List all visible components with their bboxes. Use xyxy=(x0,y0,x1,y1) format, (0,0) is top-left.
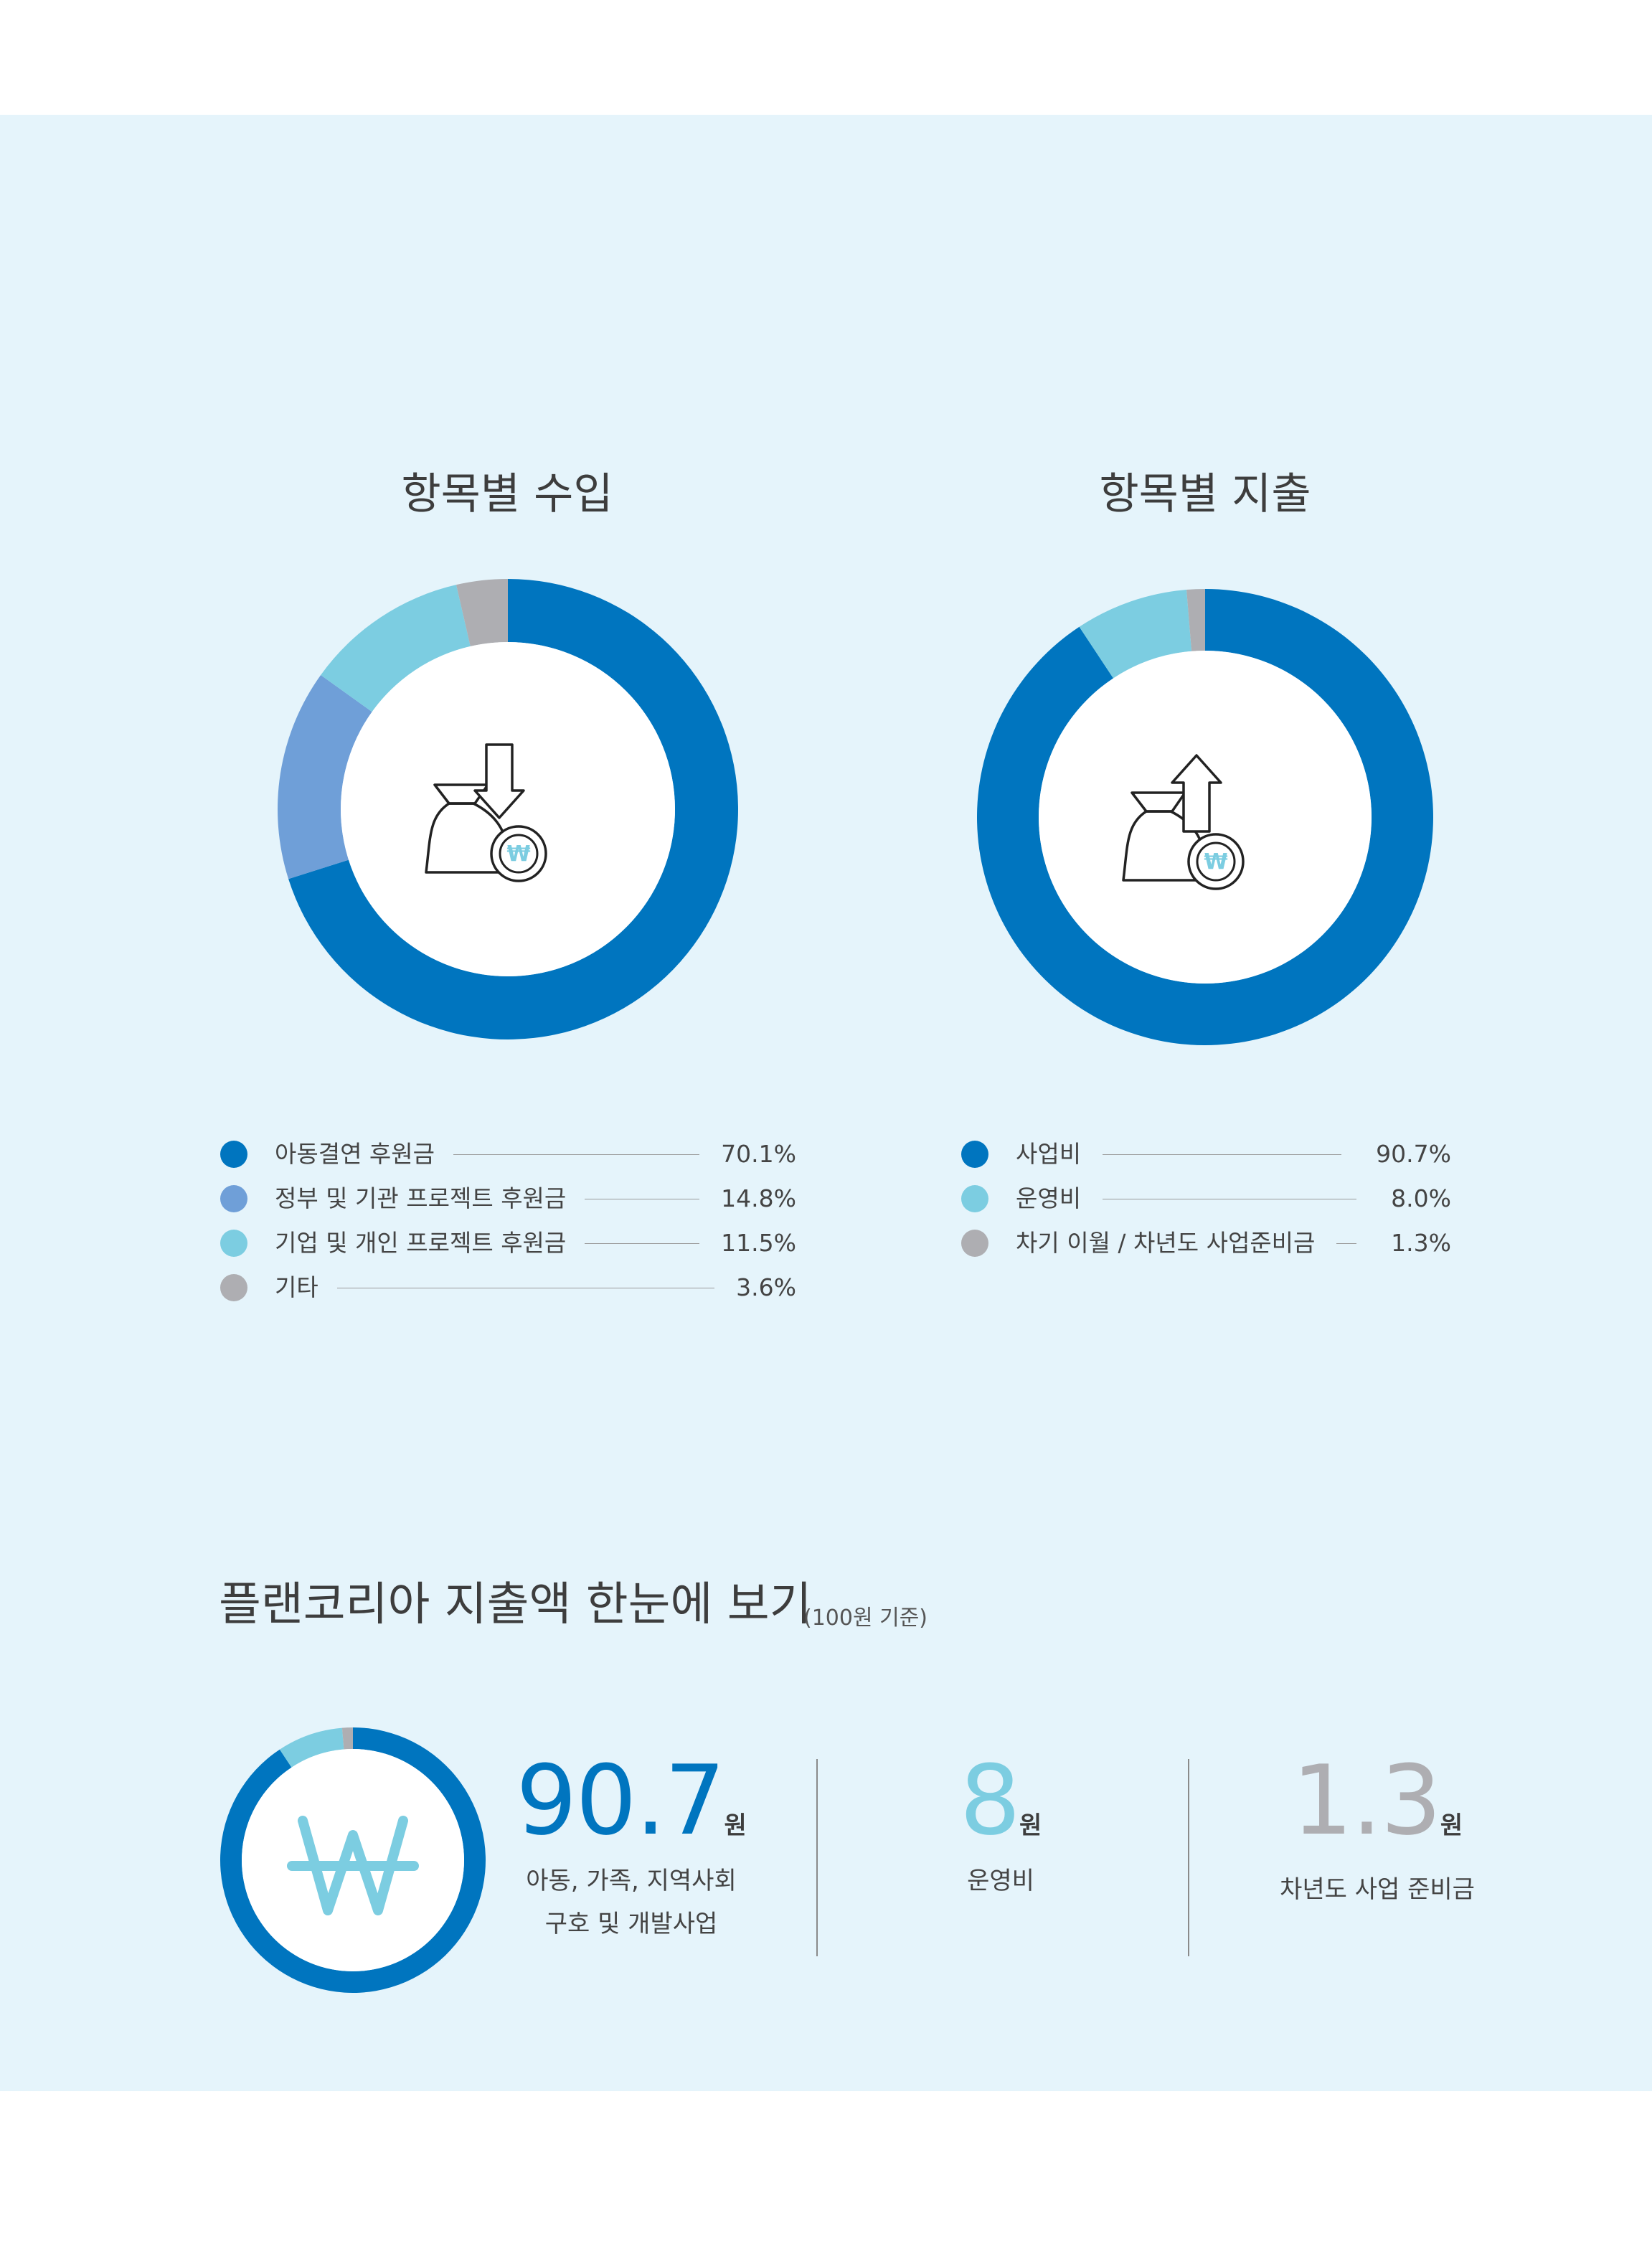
svg-text:₩: ₩ xyxy=(506,841,530,867)
expense-legend: 사업비 90.7% 운영비 8.0% 차기 이월 / 차년도 사업준비금 1.3% xyxy=(961,1133,1451,1267)
legend-label: 아동결연 후원금 xyxy=(275,1140,435,1168)
donut-hole xyxy=(242,1749,464,1971)
legend-label: 기타 xyxy=(275,1273,318,1301)
stat-unit: 원 xyxy=(1440,1811,1463,1840)
divider xyxy=(1188,1759,1189,1956)
legend-swatch xyxy=(961,1230,988,1257)
legend-swatch xyxy=(220,1274,247,1301)
donut-slice xyxy=(341,1727,353,1750)
stat-reserve: 1.3원 차년도 사업 준비금 xyxy=(1248,1750,1506,1911)
stat-unit: 원 xyxy=(1019,1811,1042,1840)
expense-donut-chart: ₩ xyxy=(977,589,1433,1045)
legend-label: 사업비 xyxy=(1016,1140,1082,1168)
legend-value: 14.8% xyxy=(721,1184,796,1212)
income-chart-title: 항목별 수입 xyxy=(401,469,613,519)
expense-chart-title: 항목별 지출 xyxy=(1099,469,1311,519)
legend-swatch xyxy=(961,1185,988,1212)
legend-item: 기타 3.6% xyxy=(220,1267,796,1311)
legend-item: 운영비 8.0% xyxy=(961,1178,1451,1222)
donut-slice xyxy=(321,585,471,712)
stat-desc-line: 아동, 가족, 지역사회 xyxy=(526,1867,737,1895)
legend-swatch xyxy=(220,1185,247,1212)
summary-note: (100원 기준) xyxy=(803,1605,928,1631)
legend-label: 차기 이월 / 차년도 사업준비금 xyxy=(1016,1229,1316,1257)
legend-swatch xyxy=(961,1141,988,1168)
donut-slice xyxy=(1186,589,1205,651)
donut-slice xyxy=(278,674,372,880)
legend-leader-line xyxy=(1103,1154,1341,1155)
stat-description: 아동, 가족, 지역사회 구호 및 개발사업 xyxy=(502,1859,760,1946)
donut-slice xyxy=(1079,590,1192,679)
legend-item: 차기 이월 / 차년도 사업준비금 1.3% xyxy=(961,1222,1451,1267)
legend-item: 기업 및 개인 프로젝트 후원금 11.5% xyxy=(220,1222,796,1267)
divider xyxy=(816,1759,818,1956)
stat-desc-line: 차년도 사업 준비금 xyxy=(1280,1875,1475,1904)
summary-title: 플랜코리아 지출액 한눈에 보기 xyxy=(219,1578,812,1631)
legend-value: 90.7% xyxy=(1376,1140,1451,1168)
stat-description: 운영비 xyxy=(882,1859,1119,1902)
stat-operating-cost: 8원 운영비 xyxy=(882,1750,1119,1902)
money-bag-down-arrow-icon: ₩ xyxy=(425,743,547,882)
summary-donut-chart xyxy=(220,1727,486,1993)
stat-number: 8 xyxy=(959,1745,1021,1857)
stat-desc-line: 운영비 xyxy=(967,1867,1034,1895)
donut-slice xyxy=(456,579,508,646)
legend-value: 1.3% xyxy=(1391,1229,1451,1257)
stat-desc-line: 구호 및 개발사업 xyxy=(544,1910,718,1938)
donut-slice xyxy=(279,1727,344,1768)
stat-number: 1.3 xyxy=(1291,1745,1442,1857)
income-legend: 아동결연 후원금 70.1% 정부 및 기관 프로젝트 후원금 14.8% 기업 및 개… xyxy=(220,1133,796,1311)
legend-label: 정부 및 기관 프로젝트 후원금 xyxy=(275,1184,567,1212)
legend-label: 기업 및 개인 프로젝트 후원금 xyxy=(275,1229,567,1257)
legend-value: 8.0% xyxy=(1391,1184,1451,1212)
stat-unit: 원 xyxy=(724,1811,747,1840)
income-donut-chart: ₩ xyxy=(278,579,738,1039)
legend-value: 3.6% xyxy=(736,1273,796,1301)
legend-swatch xyxy=(220,1230,247,1257)
legend-value: 11.5% xyxy=(721,1229,796,1257)
stat-description: 차년도 사업 준비금 xyxy=(1248,1868,1506,1911)
legend-leader-line xyxy=(1336,1243,1356,1244)
legend-item: 사업비 90.7% xyxy=(961,1133,1451,1178)
money-bag-up-arrow-icon: ₩ xyxy=(1122,754,1245,890)
legend-value: 70.1% xyxy=(721,1140,796,1168)
stat-number: 90.7 xyxy=(516,1745,725,1857)
legend-label: 운영비 xyxy=(1016,1184,1082,1212)
legend-item: 정부 및 기관 프로젝트 후원금 14.8% xyxy=(220,1178,796,1222)
won-icon xyxy=(287,1816,419,1915)
legend-item: 아동결연 후원금 70.1% xyxy=(220,1133,796,1178)
stat-project-cost: 90.7원 아동, 가족, 지역사회 구호 및 개발사업 xyxy=(502,1750,760,1946)
legend-swatch xyxy=(220,1141,247,1168)
legend-leader-line xyxy=(453,1154,699,1155)
legend-leader-line xyxy=(585,1243,699,1244)
svg-text:₩: ₩ xyxy=(1204,849,1227,874)
